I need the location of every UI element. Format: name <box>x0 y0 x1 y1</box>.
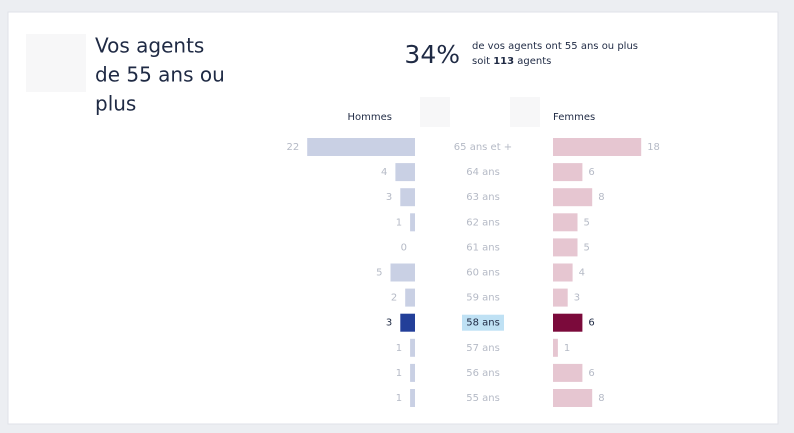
bar <box>400 313 415 332</box>
bar <box>553 163 583 182</box>
bar <box>553 138 642 156</box>
placeholder <box>420 97 450 127</box>
title-line: plus <box>95 92 136 116</box>
value-label: 4 <box>579 268 585 279</box>
value-label: 22 <box>286 142 299 153</box>
category-label: 58 ans <box>466 318 500 329</box>
value-label: 1 <box>396 217 402 228</box>
kpi-count: 113 <box>493 56 514 67</box>
bar <box>307 138 415 156</box>
value-label: 3 <box>386 318 392 329</box>
highlight-bg <box>462 314 504 331</box>
value-label: 6 <box>588 167 594 178</box>
title-line: de 55 ans ou <box>95 63 225 87</box>
bar <box>553 213 578 232</box>
value-label: 5 <box>584 217 590 228</box>
value-label: 6 <box>588 368 594 379</box>
value-label: 2 <box>391 293 397 304</box>
category-label: 63 ans <box>466 192 500 203</box>
bar <box>553 313 583 332</box>
bar <box>405 288 415 307</box>
value-label: 5 <box>376 268 382 279</box>
kpi-sub: soit 113 agents <box>472 56 551 67</box>
value-label: 8 <box>598 393 604 404</box>
category-label: 59 ans <box>466 293 500 304</box>
kpi-sub-suffix: agents <box>517 56 551 67</box>
value-label: 1 <box>396 368 402 379</box>
bar <box>553 288 568 307</box>
value-label: 1 <box>564 343 570 354</box>
bar <box>553 238 578 257</box>
bar <box>395 163 415 182</box>
bar <box>410 213 415 232</box>
value-label: 5 <box>584 242 590 253</box>
category-label: 65 ans et + <box>454 142 512 153</box>
bar <box>400 188 415 207</box>
value-label: 1 <box>396 343 402 354</box>
panel <box>7 11 779 425</box>
bar <box>410 363 415 382</box>
value-label: 1 <box>396 393 402 404</box>
legend-women: Femmes <box>553 112 595 123</box>
bar <box>553 363 583 382</box>
bar <box>410 389 415 407</box>
category-label: 57 ans <box>466 343 500 354</box>
category-label: 64 ans <box>466 167 500 178</box>
bar <box>390 263 415 282</box>
legend-men: Hommes <box>348 112 392 123</box>
placeholder <box>510 97 540 127</box>
bar <box>553 389 593 407</box>
bar <box>410 338 415 357</box>
category-label: 56 ans <box>466 368 500 379</box>
category-label: 55 ans <box>466 393 500 404</box>
value-label: 3 <box>574 293 580 304</box>
category-label: 62 ans <box>466 217 500 228</box>
value-label: 18 <box>647 142 660 153</box>
kpi-text: de vos agents ont 55 ans ou plus <box>472 41 638 52</box>
placeholder <box>26 34 86 92</box>
category-label: 60 ans <box>466 268 500 279</box>
value-label: 8 <box>598 192 604 203</box>
value-label: 3 <box>386 192 392 203</box>
category-label: 61 ans <box>466 242 500 253</box>
bar <box>553 263 573 282</box>
bar <box>553 338 558 357</box>
kpi: 34% <box>404 40 460 69</box>
value-label: 6 <box>588 318 594 329</box>
kpi-sub-prefix: soit <box>472 56 490 67</box>
value-label: 4 <box>381 167 387 178</box>
bar <box>553 188 593 207</box>
title-line: Vos agents <box>95 34 204 58</box>
value-label: 0 <box>401 242 407 253</box>
